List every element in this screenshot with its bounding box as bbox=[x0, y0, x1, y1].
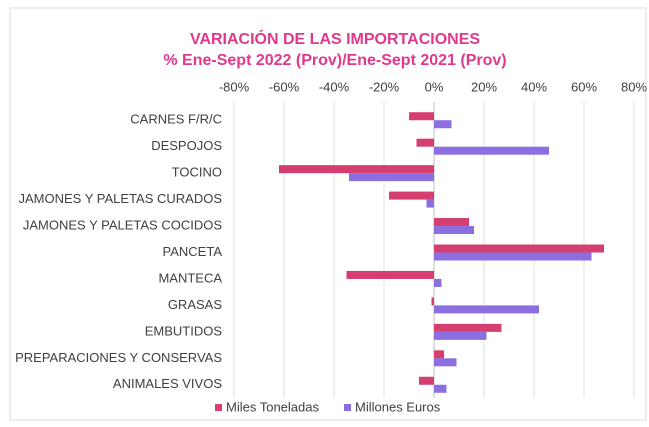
bar bbox=[279, 165, 434, 174]
bar bbox=[409, 112, 434, 121]
x-tick-label: -40% bbox=[319, 79, 350, 94]
x-tick-label: 0% bbox=[425, 79, 444, 94]
x-tick-label: 40% bbox=[521, 79, 547, 94]
bar bbox=[434, 226, 474, 235]
bar bbox=[434, 323, 502, 332]
y-tick-label: MANTECA bbox=[158, 270, 222, 285]
bar bbox=[389, 191, 434, 200]
bar bbox=[431, 297, 434, 306]
bar bbox=[434, 252, 592, 261]
bar bbox=[434, 358, 457, 367]
legend-label: Millones Euros bbox=[355, 399, 441, 414]
chart-title: VARIACIÓN DE LAS IMPORTACIONES bbox=[190, 29, 480, 48]
y-tick-label: JAMONES Y PALETAS COCIDOS bbox=[23, 217, 222, 232]
y-tick-label: PANCETA bbox=[163, 244, 223, 259]
x-tick-label: -80% bbox=[219, 79, 250, 94]
y-tick-label: JAMONES Y PALETAS CURADOS bbox=[19, 191, 223, 206]
legend-swatch bbox=[343, 404, 351, 411]
bar bbox=[346, 270, 434, 279]
y-tick-label: PREPARACIONES Y CONSERVAS bbox=[15, 350, 222, 365]
x-tick-label: 20% bbox=[471, 79, 497, 94]
bar bbox=[434, 350, 444, 359]
x-tick-label: -60% bbox=[269, 79, 300, 94]
bar bbox=[349, 173, 434, 182]
y-tick-label: ANIMALES VIVOS bbox=[113, 376, 222, 391]
bar bbox=[434, 384, 447, 393]
x-tick-label: -20% bbox=[369, 79, 400, 94]
bar bbox=[434, 146, 549, 155]
bar bbox=[434, 331, 487, 340]
x-tick-label: 60% bbox=[571, 79, 597, 94]
y-tick-label: TOCINO bbox=[172, 165, 222, 180]
bar bbox=[434, 218, 469, 227]
bar bbox=[426, 199, 434, 208]
bar bbox=[416, 138, 434, 147]
bar bbox=[419, 376, 434, 385]
bar bbox=[434, 120, 452, 129]
y-tick-label: DESPOJOS bbox=[151, 138, 222, 153]
x-tick-label: 80% bbox=[621, 79, 647, 94]
y-tick-label: GRASAS bbox=[168, 297, 223, 312]
bar bbox=[434, 278, 442, 287]
bar bbox=[434, 244, 604, 253]
bar bbox=[434, 305, 539, 314]
chart-subtitle: % Ene-Sept 2022 (Prov)/Ene-Sept 2021 (Pr… bbox=[163, 52, 506, 69]
y-tick-label: CARNES F/R/C bbox=[130, 112, 222, 127]
legend-label: Miles Toneladas bbox=[226, 399, 319, 414]
y-tick-label: EMBUTIDOS bbox=[145, 323, 223, 338]
chart-frame bbox=[9, 7, 647, 421]
legend-swatch bbox=[215, 404, 222, 411]
